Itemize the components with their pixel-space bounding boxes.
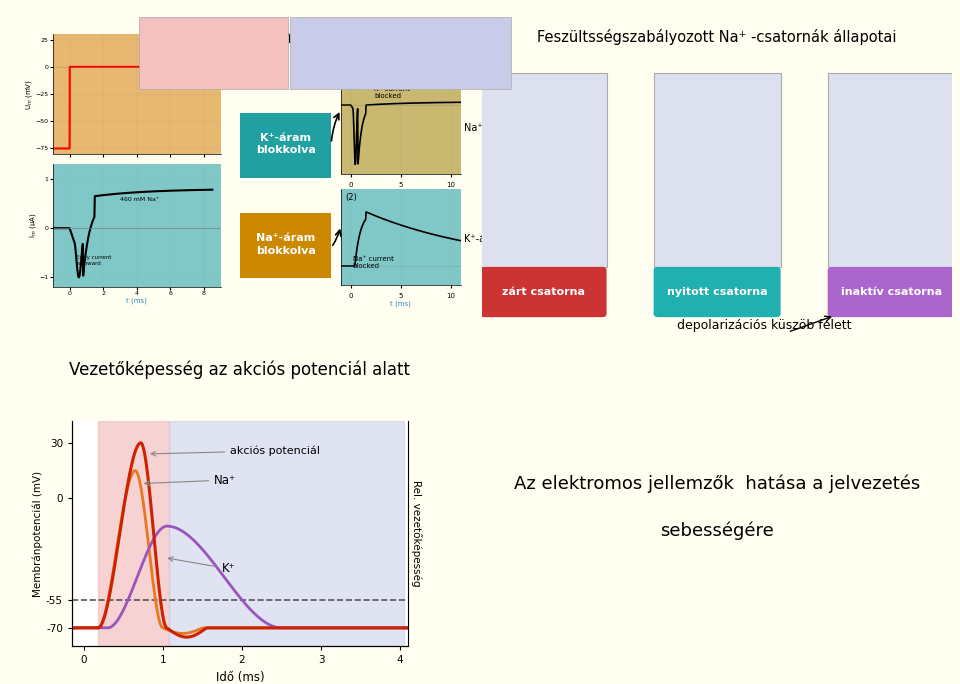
Text: inaktív csatorna: inaktív csatorna xyxy=(841,287,942,297)
Text: Vezetőképesség az akciós potenciál alatt: Vezetőképesség az akciós potenciál alatt xyxy=(68,360,410,379)
Text: K⁺-áram
blokkolva: K⁺-áram blokkolva xyxy=(255,133,316,155)
FancyBboxPatch shape xyxy=(480,267,607,317)
Text: K⁺: K⁺ xyxy=(168,557,236,575)
FancyBboxPatch shape xyxy=(654,73,780,267)
X-axis label: Idő (ms): Idő (ms) xyxy=(216,671,264,684)
Text: depolarizációs küszöb felett: depolarizációs küszöb felett xyxy=(677,319,852,332)
Text: zárt csatorna: zárt csatorna xyxy=(501,287,585,297)
Y-axis label: Membránpotenciál (mV): Membránpotenciál (mV) xyxy=(33,471,43,596)
Text: sebességére: sebességére xyxy=(660,522,774,540)
Text: Early current
is inward: Early current is inward xyxy=(76,255,111,266)
Text: akciós potenciál: akciós potenciál xyxy=(151,445,320,456)
Text: (3): (3) xyxy=(346,83,357,92)
FancyBboxPatch shape xyxy=(654,267,780,317)
FancyBboxPatch shape xyxy=(480,73,607,267)
X-axis label: t (ms): t (ms) xyxy=(127,298,147,304)
Bar xyxy=(169,421,404,646)
Text: K⁺-áram: K⁺-áram xyxy=(465,234,505,244)
Text: Abszolút
refracter
periódus: Abszolút refracter periódus xyxy=(193,38,233,69)
Text: K⁺ current
blocked: K⁺ current blocked xyxy=(374,86,410,99)
X-axis label: t (ms): t (ms) xyxy=(391,189,411,196)
Text: Na⁺ current
blocked: Na⁺ current blocked xyxy=(352,256,394,269)
Text: Na⁺-áram
blokkolva: Na⁺-áram blokkolva xyxy=(255,233,316,256)
FancyBboxPatch shape xyxy=(828,73,954,267)
Text: (2): (2) xyxy=(346,194,357,202)
Text: Relativ refracter periódus: Relativ refracter periódus xyxy=(329,48,471,59)
Y-axis label: U$_m$ (mV): U$_m$ (mV) xyxy=(24,79,35,109)
FancyBboxPatch shape xyxy=(828,267,954,317)
X-axis label: t (ms): t (ms) xyxy=(391,300,411,306)
Text: Az elektromos jellemzők  hatása a jelvezetés: Az elektromos jellemzők hatása a jelveze… xyxy=(514,475,921,493)
Text: Na⁺ és K⁺ áram mérése: Na⁺ és K⁺ áram mérése xyxy=(140,29,338,47)
Bar xyxy=(98,421,169,646)
Y-axis label: Rel. vezetőképesség: Rel. vezetőképesség xyxy=(411,480,421,587)
Text: Na⁺-áram: Na⁺-áram xyxy=(465,123,512,133)
Text: Na⁺: Na⁺ xyxy=(145,473,236,486)
Text: nyitott csatorna: nyitott csatorna xyxy=(667,287,767,297)
Text: 460 mM Na⁺: 460 mM Na⁺ xyxy=(120,197,159,202)
Y-axis label: I$_m$ (μA): I$_m$ (μA) xyxy=(28,213,38,239)
Text: Feszültsségszabályozott Na⁺ -csatornák állapotai: Feszültsségszabályozott Na⁺ -csatornák á… xyxy=(538,29,897,45)
